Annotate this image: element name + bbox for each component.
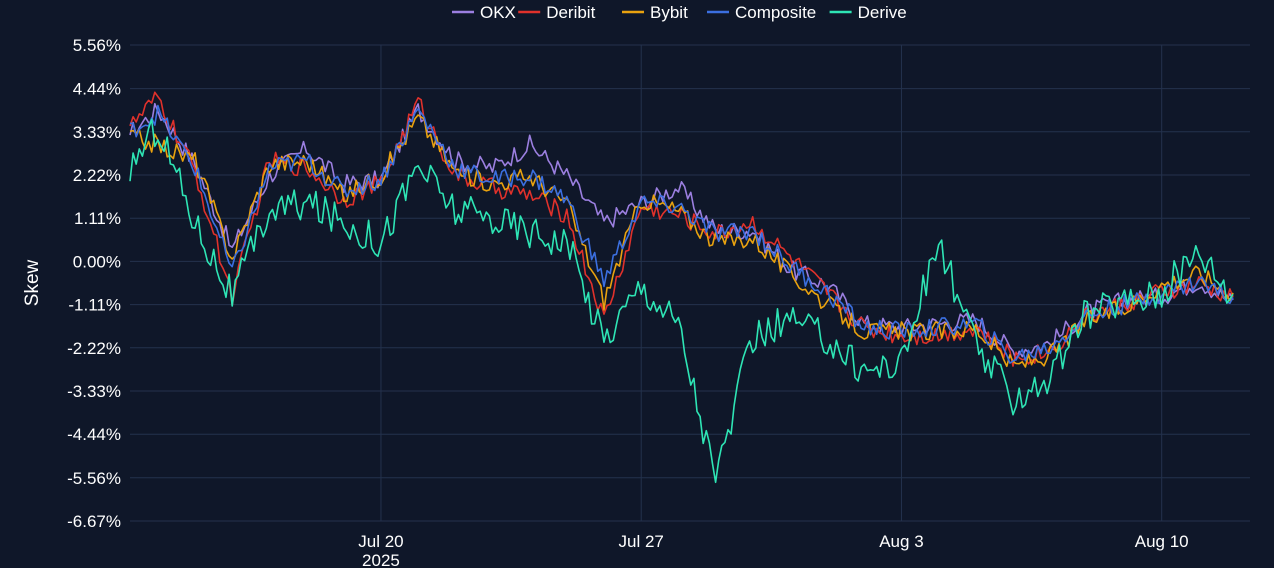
x-year-label: 2025 [362,551,400,568]
y-axis-ticks: 5.56% 4.44% 3.33% 2.22% 1.11% 0.00% -1.11% -2.2… [67,36,121,531]
legend-item-okx[interactable]: OKX [452,3,516,22]
x-tick-label: Aug 3 [879,532,923,551]
y-tick-label: 5.56% [73,36,121,55]
legend[interactable]: OKX Deribit Bybit Composite Derive [452,3,907,22]
y-tick-label: -3.33% [67,382,121,401]
legend-item-derive[interactable]: Derive [829,3,907,22]
legend-label: Composite [735,3,816,22]
y-tick-label: -2.22% [67,339,121,358]
legend-item-composite[interactable]: Composite [707,3,816,22]
legend-label: Derive [858,3,907,22]
legend-label: OKX [480,3,516,22]
y-tick-label: 3.33% [73,123,121,142]
series-line-composite [129,104,1234,364]
series-line-derive [129,118,1234,484]
y-tick-label: 1.11% [74,209,121,228]
series-lines [129,91,1234,484]
y-tick-label: -6.67% [67,512,121,531]
y-tick-label: 2.22% [73,166,121,185]
gridlines [130,44,1250,522]
series-line-bybit [129,114,1234,368]
series-line-okx [129,102,1234,361]
y-axis-title: Skew [22,259,43,306]
y-tick-label: -5.56% [67,469,121,488]
y-tick-label: 0.00% [73,252,121,271]
x-tick-label: Jul 27 [619,532,664,551]
y-tick-label: 4.44% [73,80,121,99]
legend-item-bybit[interactable]: Bybit [622,3,688,22]
y-tick-label: -4.44% [67,425,121,444]
y-tick-label: -1.11% [68,296,121,315]
legend-label: Deribit [546,3,595,22]
x-tick-label: Jul 20 [358,532,403,551]
x-axis-ticks: Jul 20 Jul 27 Aug 3 Aug 10 2025 [358,532,1188,568]
legend-item-deribit[interactable]: Deribit [518,3,596,22]
x-tick-label: Aug 10 [1135,532,1189,551]
legend-label: Bybit [650,3,688,22]
